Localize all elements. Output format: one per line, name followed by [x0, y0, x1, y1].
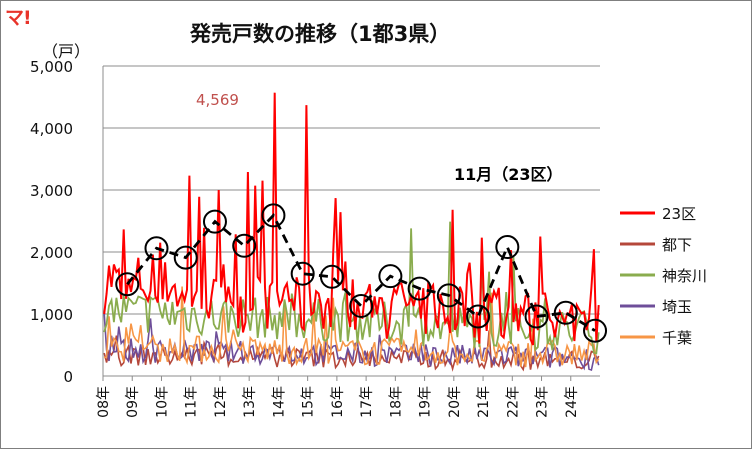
- november-point: [378, 264, 403, 289]
- november-point: [583, 318, 608, 343]
- november-point: [466, 304, 491, 329]
- legend-label: 23区: [662, 205, 696, 223]
- november-point: [261, 203, 286, 228]
- november-dashed-line: [126, 213, 596, 332]
- x-tick-label: 18年: [388, 386, 404, 418]
- chart-title: 発売戸数の推移（1都3県）: [190, 22, 451, 46]
- legend-label: 神奈川: [662, 267, 707, 285]
- x-tick-label: 13年: [242, 386, 258, 418]
- x-tick-labels: 08年 09年 10年 11年 12年 13年 14年 15年 16年 17年 18年 19年 20年 2…: [96, 376, 580, 418]
- series-lines: [103, 92, 600, 372]
- series-line-23ku: [103, 92, 600, 346]
- x-tick-label: 14年: [271, 386, 287, 418]
- x-tick-label: 21年: [476, 386, 492, 418]
- series-line-chiba: [103, 286, 600, 368]
- x-tick-label: 16年: [330, 386, 346, 418]
- y-tick-label: 1,000: [30, 306, 73, 324]
- x-tick-label: 20年: [447, 386, 463, 418]
- x-tick-label: 19年: [418, 386, 434, 418]
- x-tick-label: 12年: [213, 386, 229, 418]
- logo: マ!: [5, 7, 32, 29]
- x-tick-label: 23年: [535, 386, 551, 418]
- november-label: 11月（23区）: [454, 165, 563, 184]
- peak-annotation: 4,569: [196, 91, 239, 109]
- november-point: [319, 264, 344, 289]
- november-point: [115, 272, 140, 297]
- y-tick-label: 0: [63, 368, 73, 386]
- x-tick-label: 08年: [96, 386, 112, 418]
- x-tick-label: 24年: [564, 386, 580, 418]
- november-point: [349, 293, 374, 318]
- legend-label: 千葉: [662, 329, 692, 347]
- y-tick-label: 3,000: [30, 182, 73, 200]
- november-point: [173, 245, 198, 270]
- november-point: [436, 283, 461, 308]
- november-point: [202, 209, 227, 234]
- y-tick-labels: 0 1,000 2,000 3,000 4,000 5,000: [30, 58, 73, 386]
- y-axis-unit: （戸）: [42, 42, 91, 61]
- november-point: [524, 304, 549, 329]
- y-tick-label: 5,000: [30, 58, 73, 76]
- november-point: [232, 233, 257, 258]
- november-series: 11月（23区）: [115, 165, 608, 343]
- x-tick-label: 17年: [359, 386, 375, 418]
- november-point: [407, 276, 432, 301]
- legend-label: 埼玉: [662, 298, 692, 316]
- november-point: [553, 300, 578, 325]
- x-tick-label: 15年: [301, 386, 317, 418]
- legend-label: 都下: [662, 236, 692, 254]
- november-point: [495, 235, 520, 260]
- x-tick-label: 10年: [154, 386, 170, 418]
- y-tick-label: 2,000: [30, 244, 73, 262]
- gridlines: [102, 65, 600, 377]
- x-tick-label: 11年: [184, 386, 200, 418]
- series-line-saitama: [103, 313, 600, 371]
- y-tick-label: 4,000: [30, 120, 73, 138]
- x-tick-label: 22年: [505, 386, 521, 418]
- november-point: [144, 236, 169, 261]
- x-tick-label: 09年: [125, 386, 141, 418]
- november-point: [290, 261, 315, 286]
- annotations: 4,569: [196, 91, 239, 109]
